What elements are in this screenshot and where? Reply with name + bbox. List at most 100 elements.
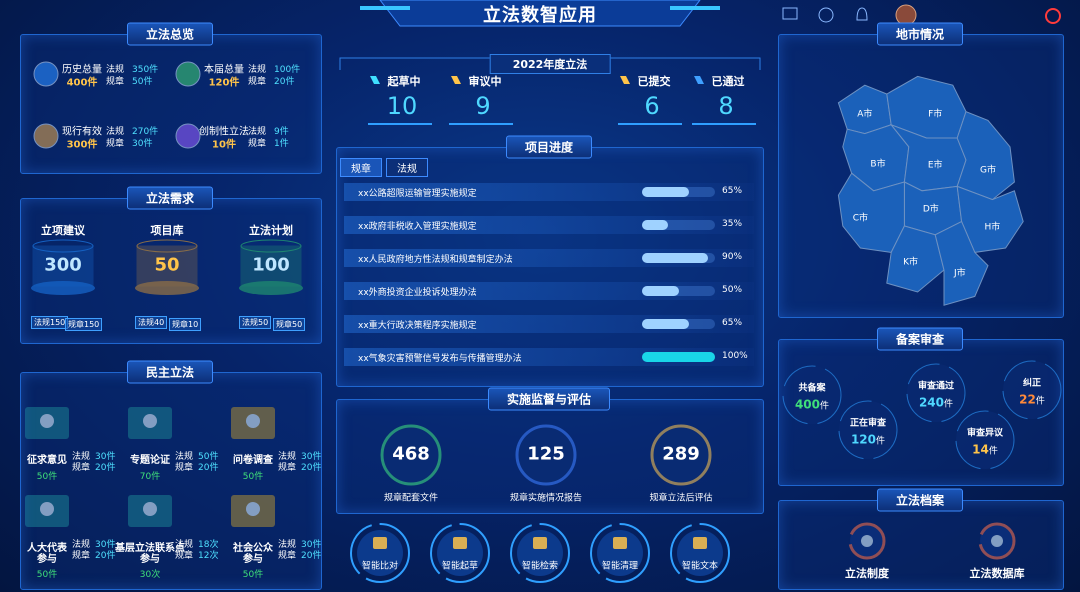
progress-label: 35% [722, 219, 743, 229]
panel [778, 500, 1064, 590]
filing-name: 审查通过 [917, 381, 955, 392]
progress-tab[interactable]: 规章 [340, 158, 382, 177]
archive-glyph [861, 535, 873, 547]
democracy-row-label: 法规 [72, 540, 91, 550]
democracy-row-label: 法规 [72, 452, 91, 462]
demand-tag: 规章50 [273, 318, 306, 331]
democracy-name: 基层立法联系点参与 [115, 543, 185, 565]
overview-row-value: 30件 [132, 139, 153, 149]
democracy-row-value: 12次 [198, 551, 219, 561]
monitor-icon[interactable] [782, 7, 798, 20]
tool-glyph [373, 537, 387, 549]
monitor-name: 规章实施情况报告 [509, 493, 583, 504]
overview-row-label: 法规 [106, 127, 125, 137]
filing-name: 纠正 [1022, 378, 1042, 389]
filing-value: 240 [918, 395, 945, 410]
tool-ring [350, 523, 410, 583]
progress-bar [642, 253, 708, 263]
progress-name: xx政府非税收入管理实施规定 [358, 222, 477, 232]
archive-label[interactable]: 立法制度 [845, 567, 889, 580]
panel-title: 备案审查 [876, 327, 964, 351]
demand-row-value: 10 [188, 320, 199, 329]
panel-title: 立法需求 [126, 186, 214, 210]
progress-name: xx重大行政决策程序实施规定 [358, 321, 477, 331]
democracy-total: 50件 [242, 472, 264, 482]
progress-tab[interactable]: 法规 [386, 158, 428, 177]
democracy-row-value: 20件 [198, 463, 219, 473]
bell-icon[interactable] [856, 7, 868, 21]
demand-tag: 法规40 [135, 316, 168, 329]
tool-glyph [533, 537, 547, 549]
tool-disc [357, 530, 403, 576]
tool-label[interactable]: 智能文本 [681, 561, 719, 572]
tool-label[interactable]: 智能检索 [521, 561, 559, 572]
monitor-ring [515, 424, 577, 486]
overview-row-label: 规章 [106, 77, 125, 87]
progress-label: 65% [722, 186, 743, 196]
monitor-value: 125 [527, 443, 565, 465]
progress-name: xx人民政府地方性法规和规章制定办法 [358, 255, 513, 265]
overview-total: 400件 [66, 77, 98, 89]
header-plate [379, 0, 701, 27]
panel-title: 项目进度 [505, 135, 593, 159]
democracy-name: 征求意见 [27, 455, 67, 466]
filing-value-row: 120件 [851, 429, 885, 448]
democracy-row-value: 30件 [95, 452, 116, 462]
demand-row-label: 规章 [68, 320, 84, 329]
progress-name: xx公路超限运输管理实施规定 [358, 189, 477, 199]
panel-title: 地市情况 [876, 22, 964, 46]
page-title: 立法数智应用 [483, 5, 597, 26]
demand-row-label: 法规 [242, 318, 258, 327]
democracy-row-value: 20件 [301, 463, 322, 473]
overview-name: 历史总量 [62, 64, 102, 76]
tool-label[interactable]: 智能清理 [601, 561, 639, 572]
demand-row-value: 150 [84, 320, 100, 329]
demand-name: 立法计划 [249, 224, 293, 237]
progress-bar [642, 220, 668, 230]
map-city-label: D市 [922, 204, 939, 215]
overview-row-value: 350件 [132, 65, 159, 75]
tool-label[interactable]: 智能起草 [441, 561, 479, 572]
democracy-total: 50件 [36, 570, 58, 580]
annual-name: 已提交 [637, 75, 671, 88]
democracy-row-value: 18次 [198, 540, 219, 550]
overview-icon [33, 123, 59, 149]
map-city-label: A市 [857, 109, 873, 120]
annual-name: 起草中 [387, 75, 421, 88]
overview-row-value: 100件 [274, 65, 301, 75]
progress-label: 65% [722, 318, 743, 328]
demand-row-value: 150 [50, 318, 66, 327]
overview-name: 创制性立法 [199, 126, 249, 138]
democracy-row-label: 规章 [278, 463, 297, 473]
tool-label[interactable]: 智能比对 [361, 561, 399, 572]
filing-unit: 件 [820, 401, 830, 412]
panel-title: 实施监督与评估 [487, 387, 611, 411]
progress-name: xx外商投资企业投诉处理办法 [358, 288, 477, 298]
panel-title: 民主立法 [126, 360, 214, 384]
demand-row-value: 50 [292, 320, 303, 329]
overview-name: 现行有效 [62, 126, 102, 138]
annual-mark [370, 76, 380, 84]
overview-row-label: 规章 [248, 77, 267, 87]
tool-glyph [453, 537, 467, 549]
archive-label[interactable]: 立法数据库 [969, 567, 1025, 580]
annual-value: 10 [386, 92, 418, 120]
democracy-glyph [40, 502, 54, 516]
overview-total: 120件 [208, 77, 240, 89]
overview-name: 本届总量 [204, 64, 244, 76]
panel [778, 339, 1064, 486]
democracy-row-value: 30件 [95, 540, 116, 550]
filing-value-row: 400件 [795, 394, 829, 413]
filing-value: 22 [1019, 392, 1036, 407]
democracy-row-label: 规章 [175, 551, 194, 561]
progress-track [642, 286, 715, 296]
progress-bar [642, 352, 715, 362]
demand-top [240, 239, 302, 253]
filing-name: 共备案 [798, 383, 826, 394]
overview-row-label: 规章 [248, 139, 267, 149]
progress-track [642, 187, 715, 197]
help-icon[interactable] [818, 7, 834, 23]
power-icon[interactable] [1045, 8, 1061, 24]
progress-track [642, 319, 715, 329]
